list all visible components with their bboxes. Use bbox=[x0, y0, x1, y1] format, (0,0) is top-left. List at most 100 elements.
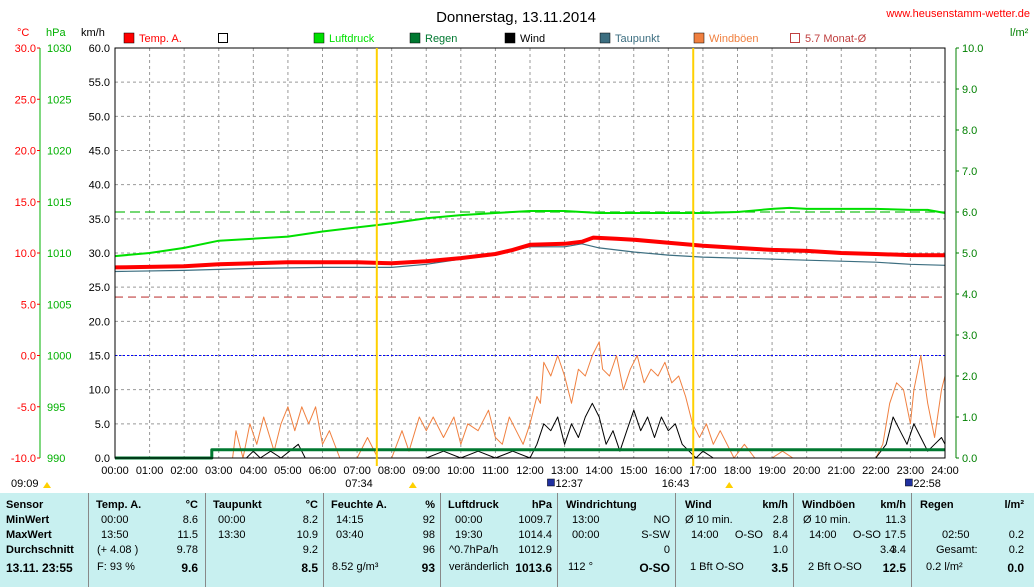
temp-tick-1: 25.0 bbox=[15, 94, 36, 106]
sun-marker-1 bbox=[408, 482, 417, 488]
feuchte-min: 92 bbox=[422, 514, 435, 526]
stats-col-windboeen: Windböen km/h Ø 10 min. 11.3 14:00 O-SO 17.5… bbox=[793, 493, 912, 587]
windboeen-bottom-note: 2 Bft O-SO bbox=[808, 561, 862, 573]
legend-label-4: Wind bbox=[520, 33, 545, 45]
temp-tick-6: 0.0 bbox=[21, 351, 36, 363]
wind-tick-9: 15.0 bbox=[89, 351, 110, 363]
x-tick-6: 06:00 bbox=[309, 465, 337, 477]
x-tick-23: 23:00 bbox=[897, 465, 925, 477]
chart-legend: Temp. A. Luftdruck Regen Wind Taupunkt Windbö… bbox=[123, 32, 867, 45]
legend-swatch-5 bbox=[599, 32, 611, 44]
feuchte-bottom-note: 8.52 g/m³ bbox=[332, 561, 379, 573]
temp-current: 9.6 bbox=[181, 561, 198, 575]
chart-grid bbox=[115, 48, 945, 458]
wind-tick-8: 20.0 bbox=[89, 316, 110, 328]
x-tick-15: 15:00 bbox=[620, 465, 648, 477]
wind-tick-6: 30.0 bbox=[89, 248, 110, 260]
sensor-row-current: 13.11. 23:55 bbox=[6, 561, 73, 575]
temp-tick-5: 5.0 bbox=[21, 299, 36, 311]
pressure-tick-7: 995 bbox=[47, 402, 65, 414]
x-tick-16: 16:00 bbox=[655, 465, 683, 477]
x-tick-7: 07:00 bbox=[343, 465, 371, 477]
moon-marker-4 bbox=[905, 478, 913, 487]
windrichtung-bottom-note: 112 ° bbox=[568, 561, 593, 573]
stats-col-temp: Temp. A. °C 00:00 8.6 13:50 11.5 (+ 4.08 ) 9… bbox=[88, 493, 206, 587]
pressure-tick-2: 1020 bbox=[47, 146, 71, 158]
legend-label-3: Regen bbox=[425, 33, 457, 45]
luftdruck-min-time: 00:00 bbox=[455, 514, 483, 526]
regen-min: 0.2 bbox=[1008, 529, 1024, 541]
regen-bottom-note: 0.2 l/m² bbox=[926, 561, 963, 573]
wind-max: 8.4 bbox=[772, 529, 788, 541]
wind-min: 2.8 bbox=[772, 514, 788, 526]
luftdruck-header: Luftdruck bbox=[448, 499, 499, 511]
windboeen-min-label: Ø 10 min. bbox=[803, 514, 851, 526]
taupunkt-max-time: 13:30 bbox=[218, 529, 246, 541]
pressure-tick-1: 1025 bbox=[47, 94, 71, 106]
wind-tick-0: 60.0 bbox=[89, 43, 110, 55]
unit-temp: °C bbox=[17, 27, 29, 39]
wind-unit: km/h bbox=[762, 499, 788, 511]
unit-wind: km/h bbox=[81, 27, 105, 39]
wind-tick-12: 0.0 bbox=[95, 453, 110, 465]
rain-tick-6: 4.0 bbox=[962, 289, 977, 301]
windboeen-avg: 3.4 bbox=[890, 544, 906, 556]
windrichtung-max-time: 00:00 bbox=[572, 529, 600, 541]
wind-tick-7: 25.0 bbox=[89, 282, 110, 294]
taupunkt-min: 8.2 bbox=[302, 514, 318, 526]
taupunkt-header: Taupunkt bbox=[213, 499, 262, 511]
legend-swatch-1 bbox=[218, 33, 228, 43]
temp-header: Temp. A. bbox=[96, 499, 142, 511]
windboeen-max-time: 14:00 bbox=[809, 529, 837, 541]
rain-tick-9: 1.0 bbox=[962, 412, 977, 424]
temp-tick-8: -10.0 bbox=[11, 453, 36, 465]
stats-col-windrichtung: Windrichtung 13:00 NO 00:00 S-SW 0 112 ° O-… bbox=[557, 493, 676, 587]
pressure-tick-8: 990 bbox=[47, 453, 65, 465]
stats-col-regen: Regen l/m² 02:50 0.2 Gesamt: 0.2 0.2 l/m² 0.… bbox=[911, 493, 1034, 587]
legend-label-2: Luftdruck bbox=[329, 33, 375, 45]
pressure-tick-6: 1000 bbox=[47, 351, 71, 363]
stats-col-taupunkt: Taupunkt °C 00:00 8.2 13:30 10.9 9.2 8.5 bbox=[205, 493, 324, 587]
wind-header: Wind bbox=[685, 499, 712, 511]
temp-avg: 9.78 bbox=[176, 544, 198, 556]
windboeen-header: Windböen bbox=[802, 499, 856, 511]
x-tick-8: 08:00 bbox=[378, 465, 406, 477]
stats-col-wind: Wind km/h Ø 10 min. 2.8 14:00 O-SO 8.4 1.0 1… bbox=[675, 493, 794, 587]
series-taupunkt bbox=[114, 243, 946, 273]
x-tick-13: 13:00 bbox=[551, 465, 579, 477]
stats-col-sensor: Sensor MinWert MaxWert Durchschnitt 13.1… bbox=[0, 493, 88, 587]
unit-rain: l/m² bbox=[1010, 27, 1029, 39]
luftdruck-current: 1013.6 bbox=[515, 561, 552, 575]
wind-tick-1: 55.0 bbox=[89, 77, 110, 89]
sensor-row-max: MaxWert bbox=[6, 529, 52, 541]
x-tick-11: 11:00 bbox=[482, 465, 509, 477]
rain-tick-3: 7.0 bbox=[962, 166, 977, 178]
feuchte-max: 98 bbox=[422, 529, 435, 541]
wind-tick-2: 50.0 bbox=[89, 111, 110, 123]
wind-tick-10: 10.0 bbox=[89, 385, 110, 397]
temp-avg-note: (+ 4.08 ) bbox=[97, 544, 139, 556]
unit-pressure: hPa bbox=[46, 27, 66, 39]
time-markers: 09:09 07:34 12:37 16:43 22:58 bbox=[11, 48, 941, 490]
feuchte-current: 93 bbox=[421, 561, 435, 575]
luftdruck-unit: hPa bbox=[531, 499, 552, 511]
marker-label-2: 12:37 bbox=[555, 478, 583, 490]
windrichtung-avg: 0 bbox=[663, 544, 670, 556]
sun-marker-3 bbox=[725, 482, 734, 488]
wind-max-time: 14:00 bbox=[691, 529, 719, 541]
regen-current: 0.0 bbox=[1007, 561, 1024, 575]
feuchte-unit: % bbox=[425, 499, 435, 511]
sensor-row-min: MinWert bbox=[6, 514, 50, 526]
rain-tick-10: 0.0 bbox=[962, 453, 977, 465]
pressure-tick-0: 1030 bbox=[47, 43, 71, 55]
stats-col-luftdruck: Luftdruck hPa 00:00 1009.7 19:30 1014.4 ^0.… bbox=[440, 493, 558, 587]
pressure-tick-5: 1005 bbox=[47, 299, 71, 311]
rain-tick-2: 8.0 bbox=[962, 125, 977, 137]
marker-label-0: 09:09 bbox=[11, 478, 39, 490]
legend-swatch-7 bbox=[790, 33, 800, 43]
series-tempa bbox=[114, 235, 946, 270]
legend-label-0: Temp. A. bbox=[139, 33, 182, 45]
temp-tick-4: 10.0 bbox=[15, 248, 36, 260]
series-luftdruck bbox=[114, 206, 946, 258]
x-tick-12: 12:00 bbox=[516, 465, 544, 477]
